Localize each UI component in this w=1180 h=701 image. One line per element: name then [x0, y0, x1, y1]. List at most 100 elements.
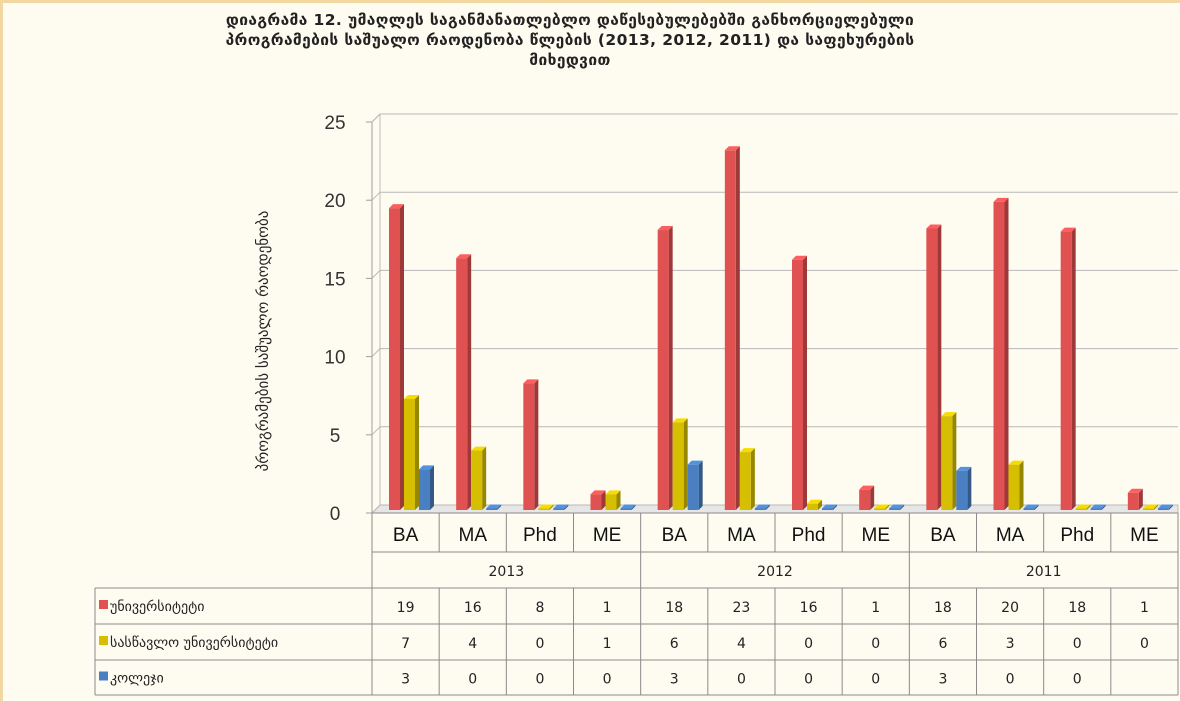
bar-top — [754, 504, 770, 509]
bar-side — [1019, 460, 1024, 510]
bar — [657, 230, 669, 510]
bar — [724, 150, 736, 510]
y-tick-label: 15 — [324, 269, 345, 290]
bar-top — [419, 465, 434, 470]
bar — [404, 398, 415, 510]
bar — [1127, 492, 1139, 510]
bar-top — [553, 504, 569, 509]
table-cell: 0 — [1140, 636, 1149, 652]
bar — [620, 508, 632, 510]
bar — [822, 508, 833, 510]
bar-side — [803, 255, 807, 510]
bar — [1157, 508, 1169, 510]
table-cell: 4 — [468, 636, 477, 652]
bar-top — [724, 146, 740, 151]
bar — [859, 489, 871, 510]
x-category-label: Phd — [523, 525, 557, 546]
table-cell: 6 — [670, 636, 679, 652]
bar-top — [657, 226, 673, 231]
bar-top — [471, 446, 487, 451]
title-line-2: პროგრამების საშუალო რაოდენობა წლების (20… — [225, 31, 915, 49]
table-cell: 18 — [1068, 600, 1086, 616]
series-label: უნივერსიტეტი — [110, 598, 205, 615]
bar-side — [616, 490, 621, 510]
bar-top — [523, 379, 539, 384]
bar-side — [400, 204, 404, 510]
table-cell: 16 — [464, 600, 482, 616]
bar-side — [750, 448, 755, 510]
y-tick-label: 5 — [330, 426, 341, 447]
bar-side — [601, 490, 606, 510]
bar-side — [1138, 488, 1143, 510]
bar-side — [885, 504, 890, 510]
y-tick-label: 20 — [324, 191, 345, 212]
x-category-label: BA — [930, 525, 956, 546]
table-cell: 19 — [397, 600, 415, 616]
bar-top — [389, 204, 404, 209]
table-cell: 23 — [733, 600, 751, 616]
series-label: სასწავლო უნივერსიტეტი — [110, 634, 278, 651]
gridline-side — [371, 504, 381, 514]
bar — [687, 464, 699, 510]
table-cell: 1 — [603, 636, 612, 652]
bar — [590, 494, 602, 510]
table-cell: 0 — [804, 672, 813, 688]
bar-side — [683, 418, 688, 510]
bar-top — [874, 504, 890, 509]
legend-key — [99, 671, 108, 681]
bar-side — [765, 504, 770, 510]
bar-top — [1023, 504, 1039, 509]
x-category-label: ME — [593, 525, 622, 546]
y-tick-label: 25 — [324, 113, 345, 134]
table-cell: 0 — [603, 672, 612, 688]
bar-top — [1142, 504, 1158, 509]
bar — [807, 503, 818, 510]
y-tick-label: 0 — [330, 504, 341, 525]
x-group-label: 2012 — [757, 564, 793, 580]
table-cell: 20 — [1001, 600, 1019, 616]
table-cell: 1 — [871, 600, 880, 616]
bar-side — [870, 485, 875, 510]
table-cell: 0 — [871, 672, 880, 688]
table-cell: 3 — [1006, 636, 1015, 652]
x-category-label: ME — [862, 525, 891, 546]
x-category-label: BA — [393, 525, 419, 546]
bar — [471, 450, 483, 510]
bar-side — [564, 504, 569, 510]
table-cell: 18 — [665, 600, 683, 616]
bar-top — [1075, 504, 1091, 509]
bar-side — [818, 499, 822, 510]
bar-top — [822, 504, 837, 509]
y-tick-label: 10 — [324, 348, 345, 369]
table-cell: 0 — [1006, 672, 1015, 688]
x-group-label: 2011 — [1026, 564, 1062, 580]
x-category-label: Phd — [1060, 525, 1094, 546]
bar-side — [668, 226, 673, 510]
bar-top — [1060, 227, 1076, 232]
bar-side — [952, 412, 957, 510]
title-line-3: მიხედვით — [529, 51, 611, 69]
bar-top — [605, 490, 621, 495]
legend-key — [99, 636, 108, 645]
bar-side — [1168, 504, 1173, 510]
table-cell: 0 — [737, 672, 746, 688]
bar-side — [833, 504, 837, 510]
table-cell: 0 — [535, 672, 544, 688]
gridline-side — [371, 348, 381, 357]
table-cell: 0 — [1073, 636, 1082, 652]
top-border — [0, 0, 1180, 3]
bar — [389, 208, 400, 510]
bar — [754, 508, 766, 510]
bar-side — [937, 224, 942, 511]
bar-top — [792, 255, 807, 260]
bar-top — [739, 448, 755, 453]
table-cell: 8 — [535, 600, 544, 616]
bar — [486, 508, 498, 510]
bar-top — [807, 499, 822, 504]
bar-top — [926, 224, 942, 229]
y-axis-label: პროგრამების საშუალო რაოდენობა — [254, 211, 272, 472]
bar-side — [497, 504, 502, 510]
bar — [1090, 508, 1102, 510]
bar-side — [631, 504, 636, 510]
bar — [672, 422, 684, 510]
